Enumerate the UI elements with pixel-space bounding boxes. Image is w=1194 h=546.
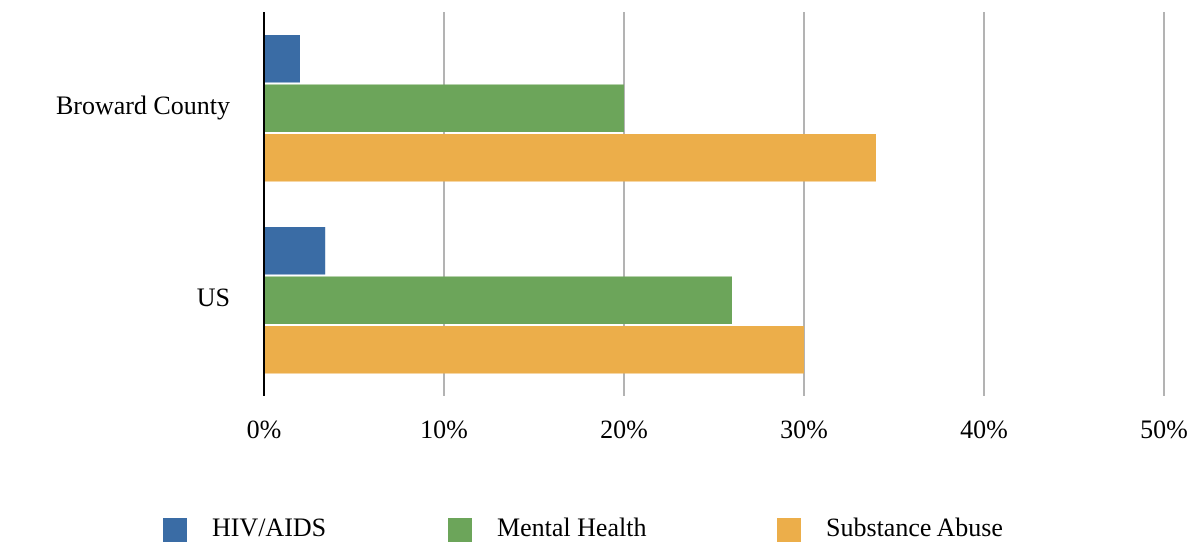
legend-label: HIV/AIDS xyxy=(212,513,326,542)
x-tick-label: 10% xyxy=(420,415,468,444)
bar xyxy=(264,35,300,83)
legend-swatch xyxy=(448,518,472,542)
x-tick-label: 50% xyxy=(1140,415,1188,444)
x-tick-label: 40% xyxy=(960,415,1008,444)
legend-label: Mental Health xyxy=(497,513,646,542)
bar xyxy=(264,276,732,324)
bar xyxy=(264,227,326,275)
legend-label: Substance Abuse xyxy=(826,513,1003,542)
legend-swatch xyxy=(777,518,801,542)
y-tick-label: US xyxy=(197,283,230,312)
bar xyxy=(264,326,804,374)
legend-swatch xyxy=(163,518,187,542)
x-tick-label: 30% xyxy=(780,415,828,444)
y-tick-label: Broward County xyxy=(56,91,230,120)
bar xyxy=(264,84,624,132)
x-tick-label: 0% xyxy=(247,415,282,444)
x-tick-label: 20% xyxy=(600,415,648,444)
bar xyxy=(264,134,876,182)
